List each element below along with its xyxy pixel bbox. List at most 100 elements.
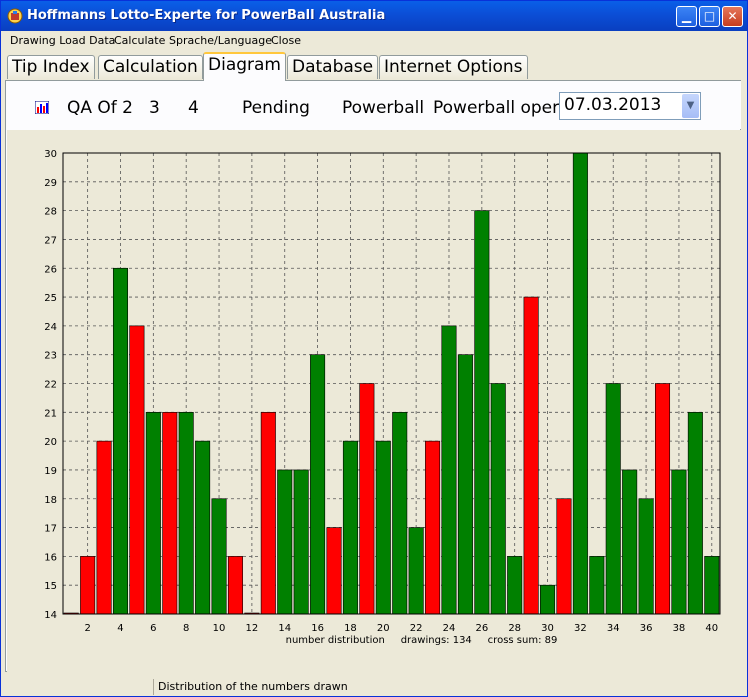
x-tick-label: 4 bbox=[117, 623, 123, 634]
x-tick-label: 14 bbox=[278, 623, 291, 634]
bar-number-24 bbox=[441, 325, 457, 615]
bar-number-29 bbox=[523, 296, 539, 615]
bar-number-34 bbox=[605, 383, 621, 615]
bar-number-8 bbox=[178, 412, 194, 615]
date-select-value: 07.03.2013 bbox=[564, 95, 662, 115]
y-tick-label: 28 bbox=[44, 207, 57, 218]
bar-number-21 bbox=[392, 412, 408, 615]
tab-internet-options[interactable]: Internet Options bbox=[379, 55, 528, 79]
close-icon: ✕ bbox=[727, 9, 738, 23]
bar-number-19 bbox=[359, 383, 375, 615]
x-tick-label: 24 bbox=[443, 623, 456, 634]
minimize-icon: ▁ bbox=[681, 9, 692, 23]
bar-number-33 bbox=[589, 556, 605, 615]
tab-calculation[interactable]: Calculation bbox=[98, 55, 203, 79]
status-divider bbox=[153, 679, 154, 695]
value-a: 3 bbox=[149, 98, 160, 118]
x-tick-label: 40 bbox=[705, 623, 718, 634]
bar-number-40 bbox=[704, 556, 720, 615]
mode-label: Powerball oper bbox=[433, 98, 560, 118]
bar-number-2 bbox=[80, 556, 96, 615]
menu-bar: Drawing Load Data Calculate Sprache/Lang… bbox=[1, 31, 747, 50]
bar-number-30 bbox=[540, 584, 556, 615]
tab-database[interactable]: Database bbox=[287, 55, 379, 79]
bar-number-22 bbox=[408, 527, 424, 615]
tab-tip-index[interactable]: Tip Index bbox=[7, 55, 95, 79]
y-tick-label: 30 bbox=[44, 149, 57, 160]
x-tick-label: 38 bbox=[673, 623, 686, 634]
bar-number-23 bbox=[425, 440, 441, 615]
status-bar: Distribution of the numbers drawn bbox=[1, 677, 747, 696]
y-tick-label: 18 bbox=[44, 495, 57, 506]
maximize-icon: □ bbox=[703, 9, 716, 23]
y-tick-label: 17 bbox=[44, 524, 57, 535]
bar-number-31 bbox=[556, 498, 572, 615]
bar-number-16 bbox=[310, 354, 326, 615]
bar-number-18 bbox=[342, 440, 358, 615]
y-tick-label: 22 bbox=[44, 380, 57, 391]
y-tick-label: 24 bbox=[44, 322, 57, 333]
y-tick-label: 23 bbox=[44, 351, 57, 362]
title-bar[interactable]: Hoffmanns Lotto-Experte for PowerBall Au… bbox=[1, 1, 747, 31]
bar-number-11 bbox=[227, 556, 243, 615]
tab-diagram[interactable]: Diagram bbox=[203, 52, 286, 81]
bar-number-7 bbox=[162, 412, 178, 615]
app-icon bbox=[7, 8, 23, 24]
x-tick-label: 28 bbox=[508, 623, 521, 634]
y-tick-label: 16 bbox=[44, 552, 57, 563]
bar-number-32 bbox=[572, 152, 588, 615]
y-tick-label: 14 bbox=[44, 610, 57, 621]
menu-close[interactable]: Close bbox=[271, 34, 301, 47]
y-tick-label: 27 bbox=[44, 235, 57, 246]
y-tick-label: 20 bbox=[44, 437, 57, 448]
x-tick-label: 34 bbox=[607, 623, 620, 634]
chevron-down-icon[interactable]: ▼ bbox=[682, 94, 699, 118]
chart-container: 14 15 16 17 18 19 20 21 22 23 24 25 26 27 28 29 30 2 4 6 8 10… bbox=[7, 130, 741, 672]
bar-number-17 bbox=[326, 527, 342, 615]
y-tick-label: 21 bbox=[44, 408, 57, 419]
bar-number-6 bbox=[145, 412, 161, 615]
plot-frame bbox=[62, 152, 721, 615]
minimize-button[interactable]: ▁ bbox=[676, 6, 697, 27]
x-tick-label: 36 bbox=[640, 623, 653, 634]
bar-number-4 bbox=[112, 267, 129, 615]
x-axis-caption: number distribution drawings: 134 cross … bbox=[286, 635, 558, 646]
menu-calculate[interactable]: Calculate bbox=[114, 34, 166, 47]
close-window-button[interactable]: ✕ bbox=[722, 6, 743, 27]
y-tick-label: 29 bbox=[44, 178, 57, 189]
bar-number-20 bbox=[375, 440, 391, 615]
bar-number-14 bbox=[277, 469, 293, 615]
chart-icon[interactable] bbox=[35, 101, 49, 114]
x-tick-label: 20 bbox=[377, 623, 390, 634]
bar-number-39 bbox=[687, 412, 703, 615]
status-text: Distribution of the numbers drawn bbox=[158, 680, 348, 693]
value-b: 4 bbox=[188, 98, 199, 118]
x-tick-label: 32 bbox=[574, 623, 587, 634]
date-select[interactable]: 07.03.2013 ▼ bbox=[559, 92, 701, 120]
bar-number-28 bbox=[507, 556, 523, 615]
bar-number-9 bbox=[195, 440, 211, 615]
x-tick-label: 8 bbox=[183, 623, 189, 634]
bar-number-5 bbox=[129, 325, 145, 615]
qa-label: QA Of 2 bbox=[67, 98, 133, 118]
game-label: Powerball bbox=[342, 98, 425, 118]
x-tick-label: 10 bbox=[213, 623, 226, 634]
x-tick-label: 30 bbox=[541, 623, 554, 634]
y-tick-label: 25 bbox=[44, 293, 57, 304]
bar-number-37 bbox=[654, 383, 671, 615]
bar-number-27 bbox=[490, 383, 506, 615]
y-tick-label: 26 bbox=[44, 264, 57, 275]
x-tick-label: 26 bbox=[475, 623, 488, 634]
bar-number-3 bbox=[96, 440, 112, 615]
x-tick-label: 18 bbox=[344, 623, 357, 634]
bar-number-10 bbox=[211, 498, 227, 615]
menu-drawing-load-data[interactable]: Drawing Load Data bbox=[10, 34, 116, 47]
window-title: Hoffmanns Lotto-Experte for PowerBall Au… bbox=[27, 8, 386, 23]
menu-language[interactable]: Sprache/Language bbox=[169, 34, 273, 47]
bar-number-26 bbox=[474, 210, 490, 615]
status-label: Pending bbox=[242, 98, 310, 118]
bar-number-25 bbox=[457, 354, 473, 615]
maximize-button[interactable]: □ bbox=[699, 6, 720, 27]
